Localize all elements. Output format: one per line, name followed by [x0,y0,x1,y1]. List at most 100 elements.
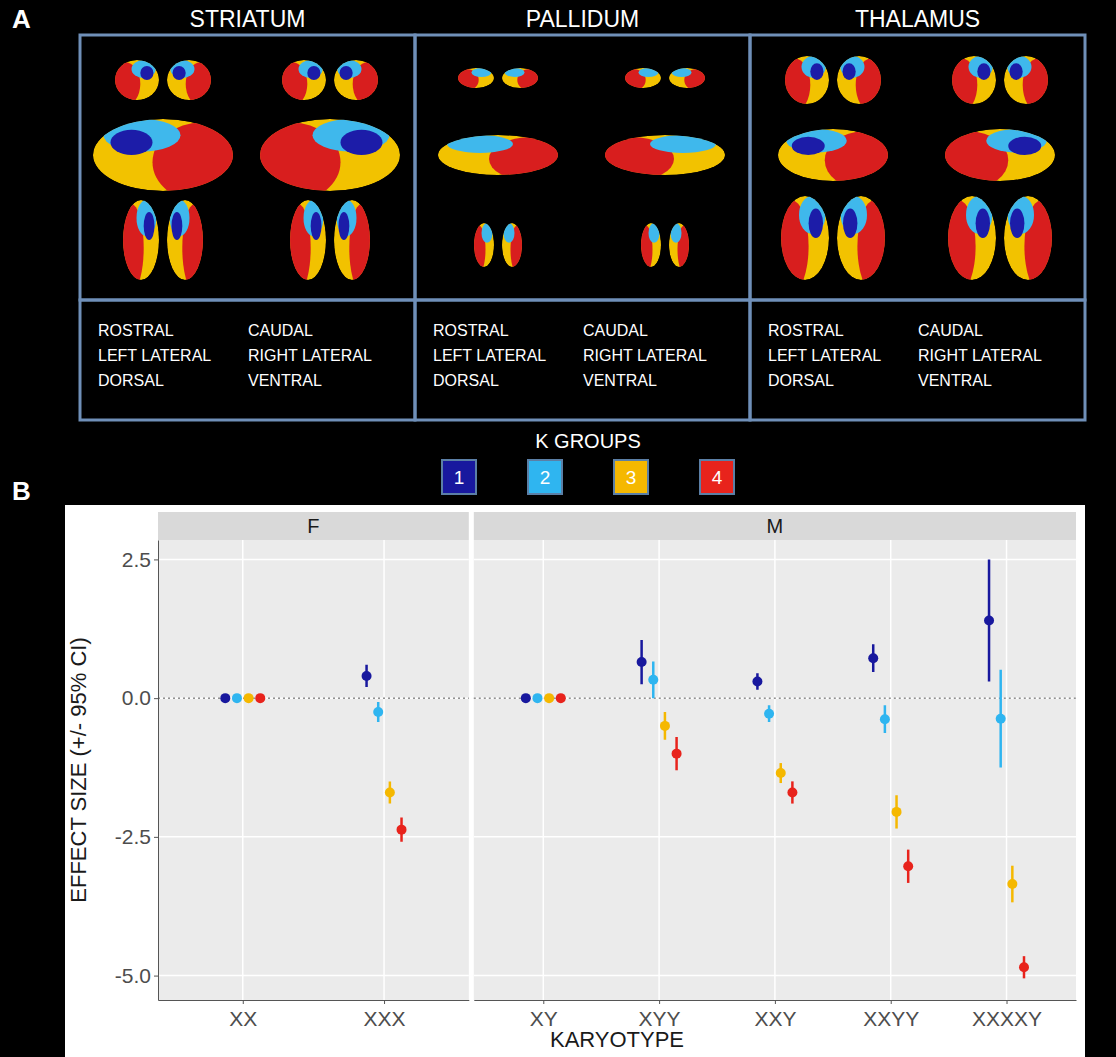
brain-shape [286,200,327,292]
tick-label: 2.5 [122,548,151,571]
tick-label: -5.0 [115,964,151,987]
x-tick: XXX [364,1000,406,1030]
brain-shape [942,196,996,293]
panel-frame [415,300,750,420]
brain-shape [621,68,662,91]
axis-line [159,1000,470,1001]
panel-frame [80,300,415,420]
view-label: VENTRAL [918,372,992,389]
brain-shape [947,56,997,111]
tick-label: XXY [754,1007,796,1030]
x-tick: XXYY [863,1000,919,1030]
grid-line [158,975,469,977]
brain-shape [438,135,573,181]
shape-patch [140,66,153,80]
brain-shape [167,200,207,292]
facet-strip [474,512,1076,540]
tick-mark [154,698,158,699]
view-label: ROSTRAL [98,322,174,339]
brain-shape [454,68,495,91]
shape-patch [976,209,990,238]
brain-shape [472,223,495,274]
tick-mark [1007,1000,1008,1004]
point [764,709,774,719]
point [648,675,658,685]
view-label: RIGHT LATERAL [248,347,372,364]
legend: K GROUPS1234 [442,430,734,494]
x-tick: XXXXY [972,1000,1042,1030]
brain-shape [502,223,525,274]
point [672,749,682,759]
point [385,787,395,797]
shape-patch [843,209,857,238]
point [776,768,786,778]
brain-shape [837,196,891,293]
brain-shape [277,60,327,106]
brain-shape [775,196,829,293]
shape-patch [1008,137,1041,155]
view-label: RIGHT LATERAL [583,347,707,364]
brain-shape [334,200,375,292]
axis-line [158,541,159,1001]
point [996,714,1006,724]
brain-shape [334,60,384,106]
point [362,671,372,681]
background [0,0,1116,1057]
brain-shape [669,68,710,91]
shape-patch [650,135,716,153]
y-tick: -5.0 [115,964,158,987]
shape-patch [505,68,525,77]
tick-label: XXX [364,1007,406,1030]
reference-line [158,698,469,699]
tick-mark [384,1000,385,1004]
x-tick: XXY [754,1000,796,1030]
brain-shape [243,119,401,202]
panel-title: THALAMUS [855,6,980,32]
x-tick: XYY [639,1000,681,1030]
grid-line [242,540,244,1000]
grid-line [1006,540,1008,1000]
point [984,615,994,625]
legend-swatch [528,460,562,494]
shape-patch [482,223,493,243]
shape-patch [307,66,320,80]
tick-label: 0.0 [122,686,151,709]
shape-patch [809,209,823,238]
point [1019,962,1029,972]
grid-line [383,540,385,1000]
shape-patch [340,66,353,80]
point [787,787,797,797]
marks [521,559,1029,978]
point [244,693,254,703]
legend-label: 1 [454,467,465,488]
brain-shape [669,223,692,274]
legend-title: K GROUPS [535,430,641,452]
panel-background [158,540,469,1000]
brain-shape [167,60,217,106]
shape-patch [172,212,183,240]
point [397,825,407,835]
panel-frame [80,35,415,300]
view-label: DORSAL [768,372,834,389]
point [521,693,531,703]
legend-swatch [442,460,476,494]
view-label: VENTRAL [583,372,657,389]
shape-patch [472,68,492,77]
point [232,693,242,703]
shape-patch [792,137,825,155]
tick-mark [891,1000,892,1004]
point [544,693,554,703]
point [220,693,230,703]
point [868,653,878,663]
x-tick: XY [530,1000,558,1030]
shape-patch [672,68,692,77]
facet-strip [158,512,469,540]
brain-shape [837,56,886,111]
grid [474,540,1076,1000]
grid-line [158,836,469,838]
view-label: DORSAL [433,372,499,389]
facet-label: F [307,515,319,537]
x-axis: XXXXX [159,1000,470,1030]
shape-patch [339,212,350,240]
shape-patch [810,63,823,80]
